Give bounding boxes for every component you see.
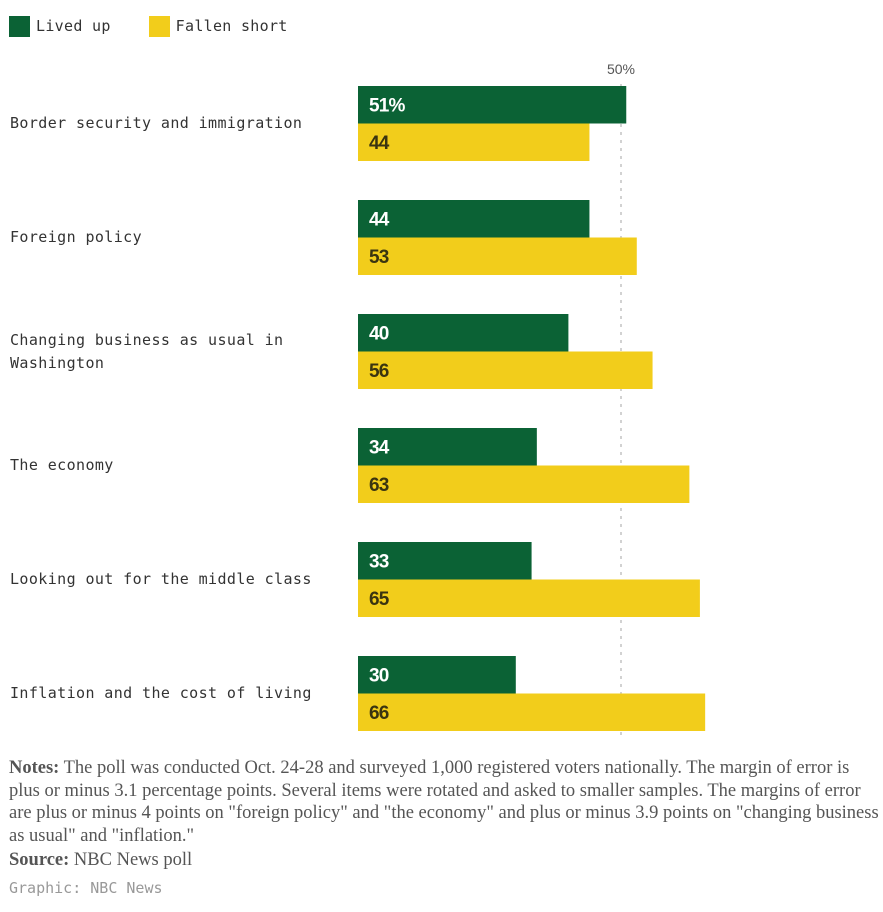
category-label: The economy — [10, 456, 114, 474]
data-label: 51% — [369, 95, 406, 116]
source-text: NBC News poll — [69, 850, 193, 870]
data-label: 56 — [369, 361, 389, 382]
graphic-credit: Graphic: NBC News — [9, 879, 163, 897]
bar-fallen-short — [358, 579, 700, 617]
data-label: 63 — [369, 475, 389, 496]
bar-lived-up — [358, 542, 532, 580]
data-label: 33 — [369, 551, 389, 572]
data-label: 65 — [369, 589, 390, 610]
category-label: Inflation and the cost of living — [10, 684, 312, 702]
bar-lived-up — [358, 428, 537, 466]
data-label: 40 — [369, 323, 389, 344]
data-label: 30 — [369, 665, 389, 686]
bar-fallen-short — [358, 351, 653, 389]
legend-item-lived-up: Lived up — [9, 15, 111, 37]
data-label: 53 — [369, 247, 389, 268]
legend-label: Fallen short — [175, 17, 288, 35]
notes-label: Notes: — [9, 758, 60, 778]
category-label: Changing business as usual in Washington — [10, 330, 284, 372]
data-label: 44 — [369, 133, 390, 154]
bar-lived-up — [358, 86, 627, 124]
category-label: Foreign policy — [10, 228, 143, 246]
bar-fallen-short — [358, 465, 690, 503]
bar-lived-up — [358, 200, 590, 238]
bar-fallen-short — [358, 237, 637, 275]
legend-label: Lived up — [36, 17, 111, 35]
bar-lived-up — [358, 314, 569, 352]
bar-lived-up — [358, 656, 516, 694]
legend-item-fallen-short: Fallen short — [148, 15, 288, 37]
notes-text: The poll was conducted Oct. 24-28 and su… — [9, 758, 879, 846]
legend: Lived up Fallen short — [9, 15, 326, 37]
legend-swatch-lived-up — [9, 15, 30, 37]
source-label: Source: — [9, 850, 70, 870]
notes: Notes: The poll was conducted Oct. 24-28… — [9, 757, 879, 847]
source: Source: NBC News poll — [9, 850, 192, 871]
category-label: Border security and immigration — [10, 114, 303, 132]
bar-chart: 50% 51% 44 44 53 40 56 34 63 33 65 30 66 — [358, 61, 706, 735]
bar-fallen-short — [358, 123, 590, 161]
category-label: Looking out for the middle class — [10, 570, 312, 588]
reference-line-label: 50% — [607, 61, 635, 77]
bar-fallen-short — [358, 693, 706, 731]
data-label: 44 — [369, 209, 390, 230]
legend-swatch-fallen-short — [148, 15, 170, 37]
data-label: 34 — [369, 437, 390, 458]
data-label: 66 — [369, 703, 389, 724]
